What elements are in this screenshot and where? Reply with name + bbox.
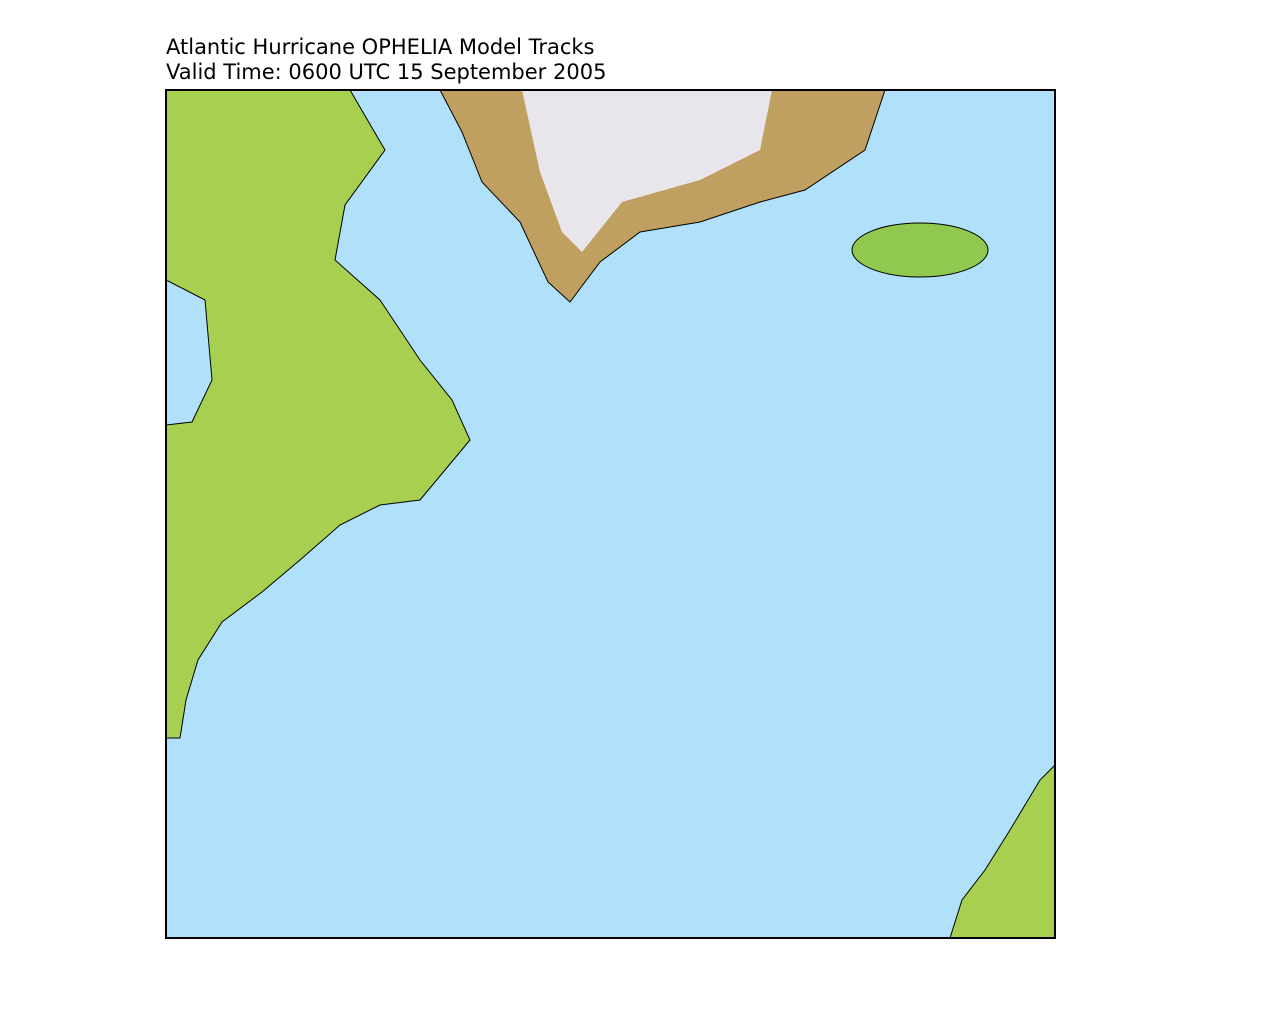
basemap xyxy=(166,90,1055,938)
ice-sheet xyxy=(522,90,772,252)
title-line: Atlantic Hurricane OPHELIA Model Tracks xyxy=(166,35,595,59)
north-america xyxy=(166,90,471,739)
africa xyxy=(949,764,1055,938)
hudson-bay xyxy=(166,279,213,426)
title-line: Valid Time: 0600 UTC 15 September 2005 xyxy=(166,60,606,84)
map-frame xyxy=(165,89,1056,939)
iceland xyxy=(851,222,989,278)
